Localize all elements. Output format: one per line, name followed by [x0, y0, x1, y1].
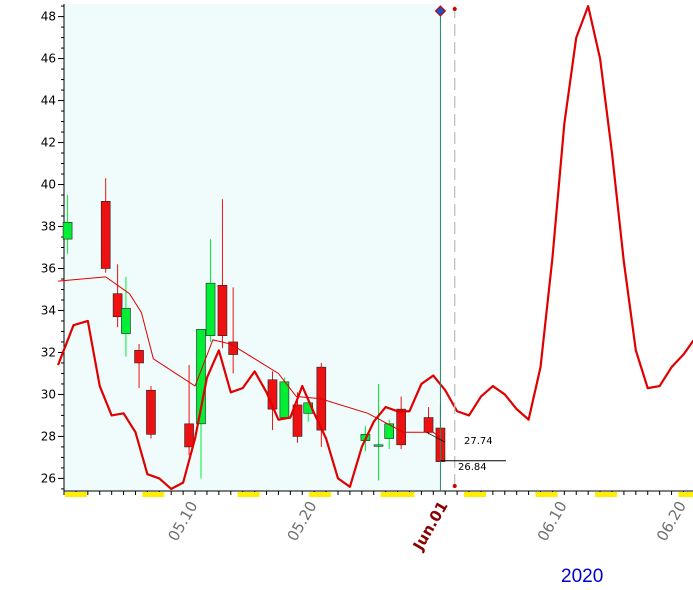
candle-down: [100, 201, 111, 269]
date-marker: [392, 492, 415, 497]
y-tick-label: 26: [41, 471, 56, 485]
date-marker: [595, 492, 618, 497]
x-tick-label: Jun.01: [409, 498, 452, 554]
date-marker: [678, 492, 693, 497]
candle-up: [121, 308, 131, 334]
forecast-background: [440, 4, 693, 491]
y-tick-label: 32: [41, 345, 56, 359]
y-tick-label: 34: [41, 303, 56, 317]
cursor-diamond-marker: [434, 5, 447, 17]
x-tick-label: 06.10: [534, 498, 571, 544]
y-tick-label: 42: [41, 136, 56, 150]
date-marker: [309, 492, 332, 497]
date-marker: [463, 492, 486, 497]
x-tick-label: 06.20: [653, 498, 690, 544]
x-axis: 05.10 05.20 Jun.01 06.10 06.20: [63, 490, 693, 554]
candle-up: [196, 329, 206, 425]
candle-down: [396, 408, 406, 446]
y-tick-label: 48: [41, 10, 56, 24]
candle-down: [217, 284, 228, 336]
candle-up: [279, 381, 290, 418]
candle-up: [205, 282, 216, 336]
date-marker: [237, 492, 260, 497]
annotation-leader-upper: [426, 431, 445, 443]
y-tick-label: 28: [41, 429, 56, 443]
price-annotation-upper: 27.74: [464, 436, 493, 447]
moving-average-line: [57, 276, 442, 439]
y-tick-label: 40: [41, 178, 56, 192]
date-marker: [142, 492, 165, 497]
y-tick-label: 36: [41, 261, 56, 275]
dash-top-dot: [452, 7, 457, 11]
candle-down: [292, 404, 303, 437]
candle-down: [112, 293, 123, 318]
year-label: 2020: [561, 566, 604, 587]
y-tick-label: 46: [41, 52, 56, 66]
forecast-line: [57, 4, 693, 491]
series-lines: [57, 4, 693, 491]
y-tick-label: 30: [41, 387, 56, 401]
y-tick-label: 44: [41, 94, 56, 108]
price-annotation-lower: 26.84: [458, 462, 487, 473]
candle-down: [146, 389, 156, 435]
y-tick-label: 38: [41, 220, 56, 234]
dash-bottom-dot: [452, 484, 457, 488]
candle-up: [384, 423, 395, 439]
candle-down: [134, 350, 144, 364]
candle-down: [423, 417, 434, 433]
plot-panel: [64, 4, 693, 491]
candle-up: [62, 222, 73, 240]
date-marker: [535, 492, 558, 497]
date-marker: [64, 492, 87, 497]
candle-up: [373, 444, 384, 447]
date-cursor: [434, 5, 457, 491]
x-tick-label: 05.10: [164, 498, 201, 544]
date-marker: [380, 492, 403, 497]
x-tick-label: 05.20: [284, 498, 321, 544]
y-axis: 26 28 30 32 34 36 38 40 42 44 46 48: [41, 4, 65, 491]
candle-down: [184, 423, 194, 448]
history-background: [64, 4, 441, 491]
price-annotations: 27.74 26.84: [426, 431, 506, 473]
